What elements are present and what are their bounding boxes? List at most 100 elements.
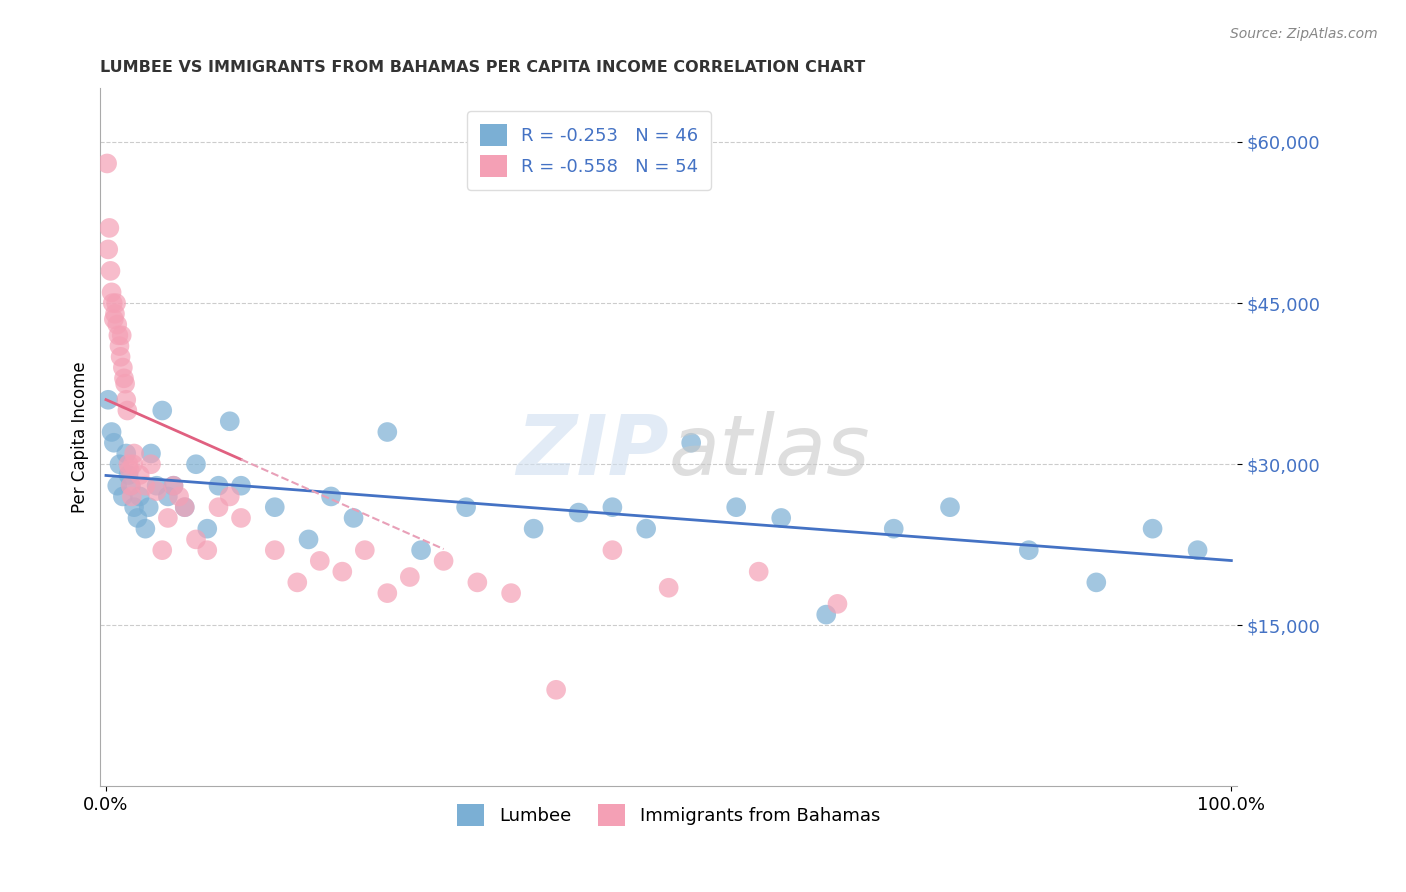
Point	[108, 339, 131, 353]
Point	[375, 586, 398, 600]
Point	[375, 425, 398, 439]
Text: Source: ZipAtlas.com: Source: ZipAtlas.com	[1230, 27, 1378, 41]
Point	[770, 511, 793, 525]
Point	[122, 457, 145, 471]
Point	[827, 597, 849, 611]
Point	[138, 500, 160, 515]
Point	[104, 307, 127, 321]
Point	[173, 500, 195, 515]
Point	[156, 511, 179, 525]
Point	[883, 522, 905, 536]
Point	[107, 328, 129, 343]
Point	[218, 490, 240, 504]
Text: atlas: atlas	[669, 411, 870, 491]
Point	[145, 479, 167, 493]
Point	[134, 479, 156, 493]
Point	[139, 457, 162, 471]
Text: ZIP: ZIP	[516, 411, 669, 491]
Text: LUMBEE VS IMMIGRANTS FROM BAHAMAS PER CAPITA INCOME CORRELATION CHART: LUMBEE VS IMMIGRANTS FROM BAHAMAS PER CA…	[100, 60, 866, 75]
Point	[353, 543, 375, 558]
Point	[120, 479, 142, 493]
Point	[127, 511, 149, 525]
Point	[681, 435, 703, 450]
Point	[1187, 543, 1209, 558]
Point	[121, 490, 143, 504]
Point	[602, 500, 624, 515]
Point	[115, 392, 138, 407]
Point	[103, 312, 125, 326]
Point	[162, 479, 184, 493]
Point	[207, 479, 229, 493]
Point	[263, 543, 285, 558]
Point	[118, 462, 141, 476]
Point	[184, 457, 207, 471]
Point	[330, 565, 353, 579]
Point	[1085, 575, 1108, 590]
Point	[128, 467, 150, 482]
Point	[100, 285, 122, 300]
Point	[105, 479, 128, 493]
Point	[285, 575, 308, 590]
Point	[101, 296, 124, 310]
Point	[501, 586, 523, 600]
Point	[103, 435, 125, 450]
Point	[117, 457, 139, 471]
Point	[128, 490, 150, 504]
Point	[139, 446, 162, 460]
Point	[122, 446, 145, 460]
Point	[658, 581, 681, 595]
Point	[636, 522, 658, 536]
Point	[114, 376, 136, 391]
Point	[432, 554, 454, 568]
Point	[184, 533, 207, 547]
Point	[173, 500, 195, 515]
Point	[111, 360, 134, 375]
Point	[815, 607, 838, 622]
Point	[145, 484, 167, 499]
Point	[1142, 522, 1164, 536]
Legend: Lumbee, Immigrants from Bahamas: Lumbee, Immigrants from Bahamas	[450, 797, 887, 833]
Point	[725, 500, 748, 515]
Point	[111, 490, 134, 504]
Point	[568, 506, 591, 520]
Point	[150, 403, 173, 417]
Point	[229, 511, 252, 525]
Point	[229, 479, 252, 493]
Point	[1018, 543, 1040, 558]
Point	[456, 500, 478, 515]
Point	[939, 500, 962, 515]
Point	[308, 554, 330, 568]
Point	[112, 371, 135, 385]
Point	[319, 490, 342, 504]
Point	[162, 479, 184, 493]
Point	[602, 543, 624, 558]
Point	[117, 403, 139, 417]
Y-axis label: Per Capita Income: Per Capita Income	[72, 361, 89, 513]
Point	[523, 522, 546, 536]
Point	[167, 490, 190, 504]
Point	[120, 479, 142, 493]
Point	[115, 446, 138, 460]
Point	[398, 570, 420, 584]
Point	[105, 318, 128, 332]
Point	[150, 543, 173, 558]
Point	[546, 682, 568, 697]
Point	[195, 522, 218, 536]
Point	[100, 264, 122, 278]
Point	[195, 543, 218, 558]
Point	[122, 500, 145, 515]
Point	[110, 350, 132, 364]
Point	[134, 522, 156, 536]
Point	[117, 467, 139, 482]
Point	[297, 533, 319, 547]
Point	[207, 500, 229, 515]
Point	[263, 500, 285, 515]
Point	[100, 425, 122, 439]
Point	[748, 565, 770, 579]
Point	[467, 575, 489, 590]
Point	[108, 457, 131, 471]
Point	[105, 296, 128, 310]
Point	[156, 490, 179, 504]
Point	[218, 414, 240, 428]
Point	[96, 156, 118, 170]
